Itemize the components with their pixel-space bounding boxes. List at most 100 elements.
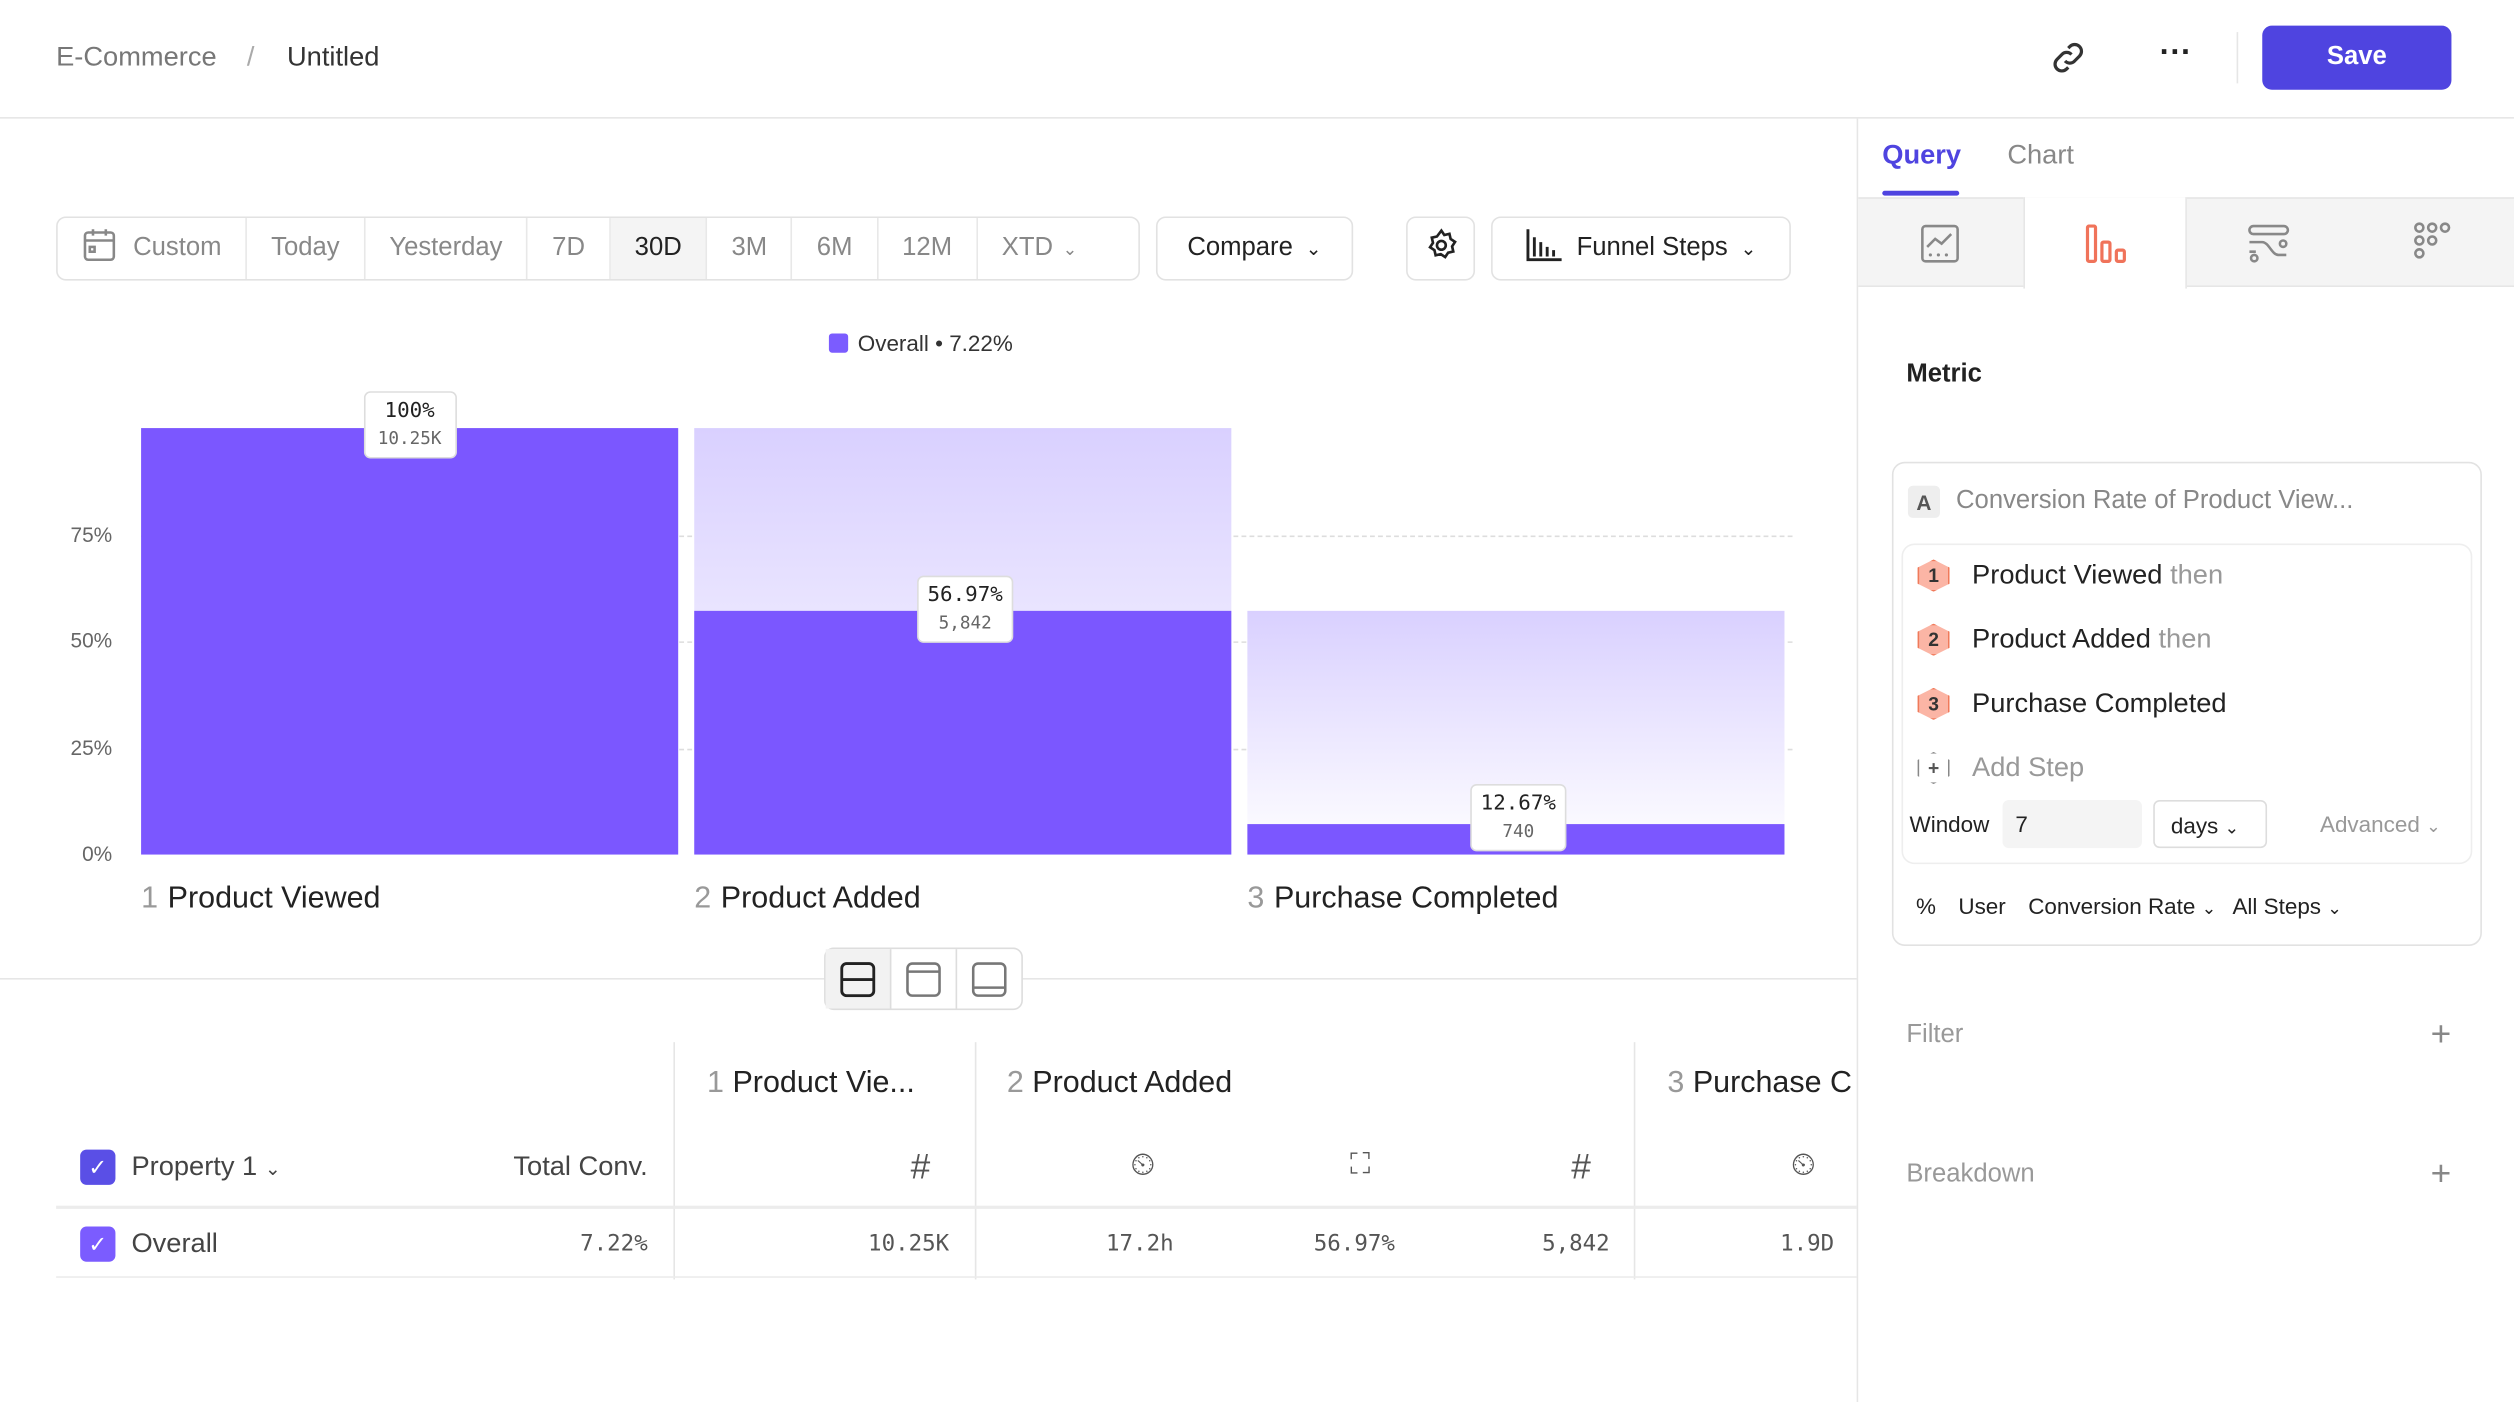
column-header-step-2[interactable]: 2 Product Added [1006,1066,1233,1100]
save-button[interactable]: Save [2262,25,2452,90]
add-step-button[interactable]: + Add Step [1917,751,2084,785]
insights-icon[interactable] [1921,224,1959,270]
breadcrumb-current[interactable]: Untitled [286,41,380,73]
data-label: 12.67% 740 [1469,783,1568,852]
divider [974,1042,977,1280]
range-3m[interactable]: 3M [707,218,793,279]
link-icon[interactable] [2049,38,2087,84]
date-range-selector: Custom Today Yesterday 7D 30D 3M 6M 12M … [56,216,1140,281]
top-bar [0,0,2514,119]
data-label-count: 5,842 [938,613,992,635]
funnel-chart: 0% 25% 50% 75% 100% 10.25K 1 Product Viewed 56.9… [70,391,1793,917]
chart-only-icon[interactable] [891,949,958,1009]
window-unit-select[interactable]: days ⌄ [2153,800,2268,849]
funnel-step-1[interactable]: 1 Product Viewed then [1917,559,2223,592]
x-tick-label: 3 Purchase Completed [1247,882,1558,917]
window-label: Window [1909,811,1990,837]
cell-step2-rate: 56.97% [1313,1231,1395,1257]
plus-icon: + [1917,751,1950,785]
select-all-checkbox[interactable]: ✓ [80,1149,116,1185]
data-label-percent: 100% [384,399,435,424]
measure-type-select[interactable]: Conversion Rate ⌄ [2028,893,2217,919]
column-header-step-1[interactable]: 1 Product Vie... [707,1066,915,1100]
step-number-badge: 2 [1917,623,1950,656]
divider [1633,1042,1636,1280]
steps-box [1901,543,2473,865]
range-custom[interactable]: Custom [58,218,248,279]
x-tick-label: 2 Product Added [694,882,920,917]
step-name: Product Added [720,881,921,916]
y-tick-label: 0% [82,841,113,866]
funnel-step-2[interactable]: 2 Product Added then [1917,623,2212,656]
conversion-percent-icon[interactable]: ⛶ [1349,1147,1371,1181]
retention-icon[interactable] [2413,221,2455,271]
step-name: Purchase Completed [1273,881,1559,916]
flows-icon[interactable] [2248,224,2290,270]
range-today[interactable]: Today [247,218,366,279]
data-label-percent: 56.97% [927,584,1003,609]
time-to-convert-icon[interactable]: ⏲ [1790,1147,1816,1184]
y-tick-label: 50% [70,628,113,653]
tab-chart[interactable]: Chart [2007,139,2074,170]
step-number: 2 [694,881,712,916]
chevron-down-icon: ⌄ [1740,237,1757,260]
data-label-count: 740 [1502,820,1535,842]
metric-card [1891,461,2482,946]
table-only-icon[interactable] [957,949,1021,1008]
count-icon[interactable]: # [1571,1146,1591,1187]
divider [56,1276,1857,1278]
breadcrumb-root[interactable]: E-Commerce [56,41,217,73]
breadcrumb-separator: / [246,41,255,73]
add-filter-icon[interactable]: + [2430,1013,2452,1054]
y-tick-label: 25% [70,735,113,760]
advanced-toggle[interactable]: Advanced ⌄ [2319,811,2441,837]
data-label-count: 10.25K [377,428,442,449]
divider [2236,32,2239,84]
step-name: Product Viewed [167,881,381,916]
bar [694,611,1232,855]
divider [673,1042,675,1280]
bar [141,428,679,855]
legend-swatch [828,333,849,353]
range-12m[interactable]: 12M [878,218,978,279]
row-total-conv: 7.22% [580,1231,648,1257]
funnel-step-3[interactable]: 3 Purchase Completed [1917,687,2227,720]
active-tab-indicator [1882,190,1960,196]
measure-who[interactable]: User [1958,893,2006,919]
cell-step2-count: 5,842 [1542,1231,1610,1257]
metric-letter-badge: A [1907,485,1940,518]
data-label-percent: 12.67% [1480,791,1556,816]
row-checkbox[interactable]: ✓ [80,1226,116,1262]
cell-step3-time: 1.9D [1780,1231,1835,1257]
funnel-steps-button[interactable]: Funnel Steps ⌄ [1491,216,1791,281]
metric-name[interactable]: Conversion Rate of Product View... [1956,487,2354,515]
funnels-icon[interactable] [2084,224,2126,270]
property-dropdown[interactable]: Property 1 ⌄ [131,1151,281,1182]
measure-steps-select[interactable]: All Steps ⌄ [2232,893,2343,919]
tab-query[interactable]: Query [1882,139,1962,170]
range-6m[interactable]: 6M [793,218,879,279]
filter-label: Filter [1906,1021,1964,1049]
window-input[interactable]: 7 [2002,800,2143,849]
step-number-badge: 1 [1917,559,1950,592]
layout-toggle [824,947,1023,1011]
time-to-convert-icon[interactable]: ⏲ [1130,1147,1156,1184]
row-label: Overall [131,1228,218,1259]
chevron-down-icon: ⌄ [1305,237,1322,260]
range-yesterday[interactable]: Yesterday [365,218,529,279]
settings-button[interactable] [1406,216,1476,281]
column-header-step-3[interactable]: 3 Purchase C [1667,1066,1853,1100]
compare-button[interactable]: Compare ⌄ [1155,216,1354,281]
range-30d[interactable]: 30D [610,218,708,279]
split-view-icon[interactable] [825,949,892,1009]
add-breakdown-icon[interactable]: + [2430,1152,2452,1193]
y-tick-label: 75% [70,521,113,546]
step-number: 3 [1247,881,1265,916]
total-conv-header: Total Conv. [513,1151,648,1182]
count-icon[interactable]: # [910,1146,931,1187]
more-icon[interactable]: ··· [2159,35,2192,71]
data-label: 56.97% 5,842 [916,576,1015,644]
range-xtd[interactable]: XTD ⌄ [1001,234,1078,262]
chart-legend[interactable]: Overall • 7.22% [828,330,1013,356]
range-7d[interactable]: 7D [528,218,611,279]
